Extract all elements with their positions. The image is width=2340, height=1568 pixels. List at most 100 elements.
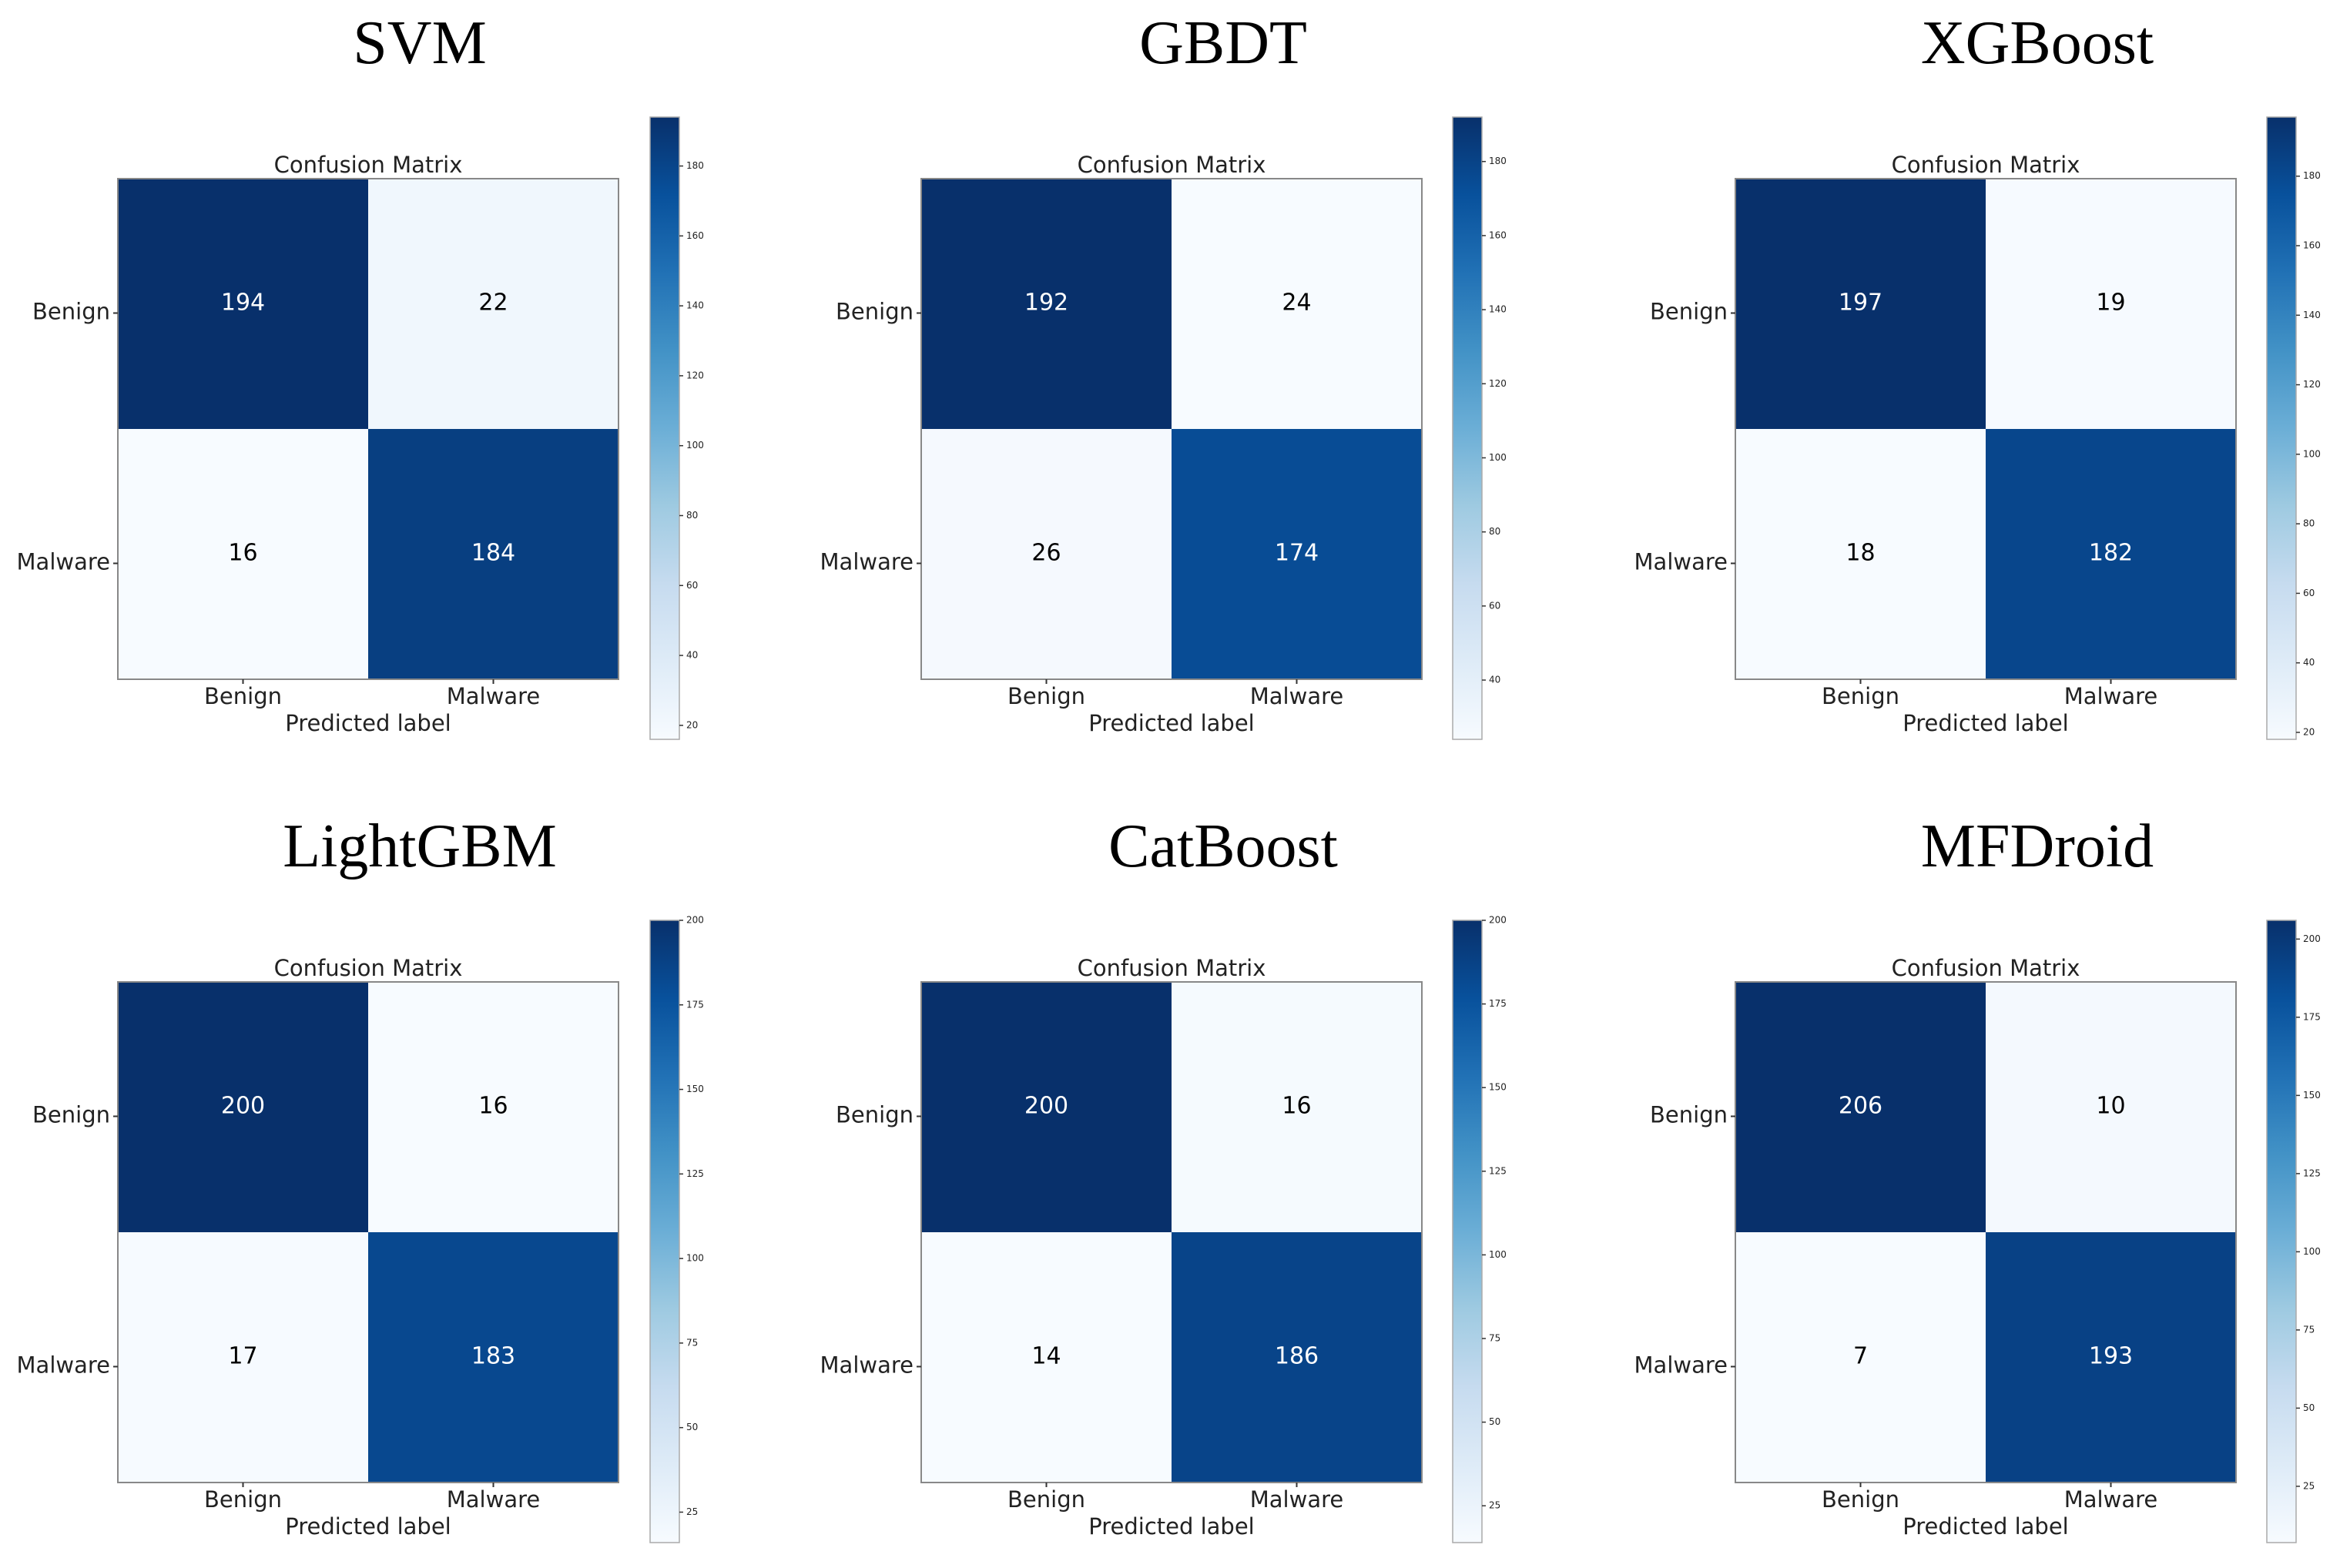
colorbar-tick-label: 125	[686, 1168, 704, 1179]
x-axis-label: Predicted label	[285, 710, 451, 736]
matrix-frame	[920, 981, 1423, 1483]
matrix-frame	[117, 178, 619, 680]
cell-value: 183	[471, 1343, 515, 1370]
heatmap-cell-benign-malware	[1172, 179, 1422, 429]
heatmap-cell-benign-benign	[1735, 982, 1986, 1232]
heatmap-cell-malware-benign	[1735, 429, 1986, 679]
colorbar	[2266, 920, 2297, 1543]
x-axis-label: Predicted label	[1088, 710, 1255, 736]
matrix-title: Confusion Matrix	[274, 955, 463, 981]
matrix-frame	[1735, 981, 2237, 1483]
colorbar-tick-label: 75	[1489, 1333, 1500, 1344]
colorbar-tick-label: 160	[2303, 240, 2321, 251]
heatmap-cell-malware-malware	[368, 1232, 619, 1483]
colorbar-tick-label: 150	[2303, 1090, 2321, 1101]
x-axis-label: Predicted label	[1088, 1513, 1255, 1540]
colorbar-tick-label: 200	[686, 915, 704, 926]
matrix-frame	[920, 178, 1423, 680]
colorbar-tick-label: 150	[1489, 1082, 1507, 1093]
colorbar-tick-label: 100	[1489, 452, 1507, 463]
x-tick-label: Malware	[447, 1486, 540, 1513]
matrix-title: Confusion Matrix	[1892, 955, 2080, 981]
model-title: CatBoost	[1108, 812, 1338, 880]
heatmap-cell-benign-benign	[1735, 179, 1986, 429]
heatmap-cell-benign-malware	[1986, 982, 2236, 1232]
colorbar-tick-label: 175	[1489, 998, 1507, 1009]
matrix-frame	[1735, 178, 2237, 680]
cell-value: 200	[221, 1093, 265, 1120]
matrix-title: Confusion Matrix	[1892, 152, 2080, 178]
cell-value: 16	[478, 1093, 508, 1120]
heatmap-cell-malware-benign	[921, 429, 1172, 679]
cell-value: 184	[471, 540, 515, 567]
colorbar-tick-label: 60	[2303, 588, 2315, 598]
colorbar-tick-label: 25	[686, 1506, 698, 1517]
y-tick-label: Malware	[17, 549, 110, 575]
y-tick-label: Malware	[17, 1352, 110, 1379]
cell-value: 17	[228, 1343, 257, 1370]
y-tick-label: Benign	[836, 1102, 914, 1128]
cell-value: 22	[478, 290, 508, 317]
colorbar-tick-label: 100	[686, 1253, 704, 1264]
colorbar-tick-label: 180	[686, 160, 704, 171]
model-title: LightGBM	[283, 812, 557, 880]
heatmap-cell-benign-malware	[1986, 179, 2236, 429]
confusion-matrix-panel-mfdroid: MFDroid Confusion Matrix 206 10 7 193 Benign Ma…	[1634, 812, 2321, 1543]
cell-value: 16	[228, 540, 257, 567]
colorbar-tick-label: 175	[686, 999, 704, 1010]
confusion-matrix-panel-svm: SVM Confusion Matrix 194 22 16 184 Benign Malwa…	[17, 9, 704, 740]
x-tick-label: Malware	[447, 683, 540, 709]
colorbar-tick-label: 180	[1489, 156, 1507, 166]
x-tick-label: Benign	[1007, 1486, 1085, 1513]
colorbar-tick-label: 100	[1489, 1249, 1507, 1260]
colorbar-tick-label: 25	[2303, 1480, 2315, 1491]
matrix-frame	[117, 981, 619, 1483]
colorbar-tick-label: 100	[686, 440, 704, 451]
colorbar-tick-label: 75	[2303, 1324, 2315, 1335]
cell-value: 7	[1853, 1343, 1868, 1370]
model-title: SVM	[353, 9, 486, 77]
colorbar	[1452, 920, 1483, 1543]
cell-value: 18	[1846, 540, 1875, 567]
colorbar-tick-label: 50	[2303, 1402, 2315, 1413]
colorbar-tick-label: 120	[686, 370, 704, 380]
colorbar-tick-label: 50	[1489, 1416, 1500, 1427]
colorbar-tick-label: 60	[1489, 600, 1500, 611]
colorbar-tick-label: 180	[2303, 170, 2321, 181]
x-tick-label: Malware	[2064, 1486, 2157, 1513]
colorbar-tick-label: 140	[2303, 310, 2321, 320]
x-axis-label: Predicted label	[1903, 710, 2069, 736]
y-tick-label: Benign	[32, 1102, 110, 1128]
confusion-matrix-panel-gbdt: GBDT Confusion Matrix 192 24 26 174 Benign Malw…	[820, 9, 1507, 740]
cell-value: 182	[2089, 540, 2133, 567]
cell-value: 206	[1839, 1093, 1882, 1120]
cell-value: 186	[1275, 1343, 1319, 1370]
x-tick-label: Benign	[1007, 683, 1085, 709]
matrix-title: Confusion Matrix	[1078, 955, 1266, 981]
colorbar-tick-label: 20	[2303, 726, 2315, 737]
colorbar-tick-label: 200	[2303, 933, 2321, 944]
colorbar-tick-label: 60	[686, 580, 698, 591]
heatmap-cell-benign-malware	[1172, 982, 1422, 1232]
y-tick-label: Malware	[1634, 1352, 1728, 1379]
colorbar-tick-label: 40	[1489, 675, 1500, 685]
cell-value: 16	[1282, 1093, 1311, 1120]
x-axis-label: Predicted label	[1903, 1513, 2069, 1540]
colorbar-tick-label: 50	[686, 1422, 698, 1432]
heatmap-cell-malware-malware	[1172, 1232, 1422, 1483]
heatmap-cell-malware-benign	[921, 1232, 1172, 1483]
y-tick-label: Benign	[836, 299, 914, 325]
cell-value: 14	[1031, 1343, 1061, 1370]
colorbar-tick-label: 120	[2303, 379, 2321, 390]
heatmap-cell-malware-malware	[368, 429, 619, 679]
cell-value: 193	[2089, 1343, 2133, 1370]
colorbar-tick-label: 175	[2303, 1011, 2321, 1022]
cell-value: 194	[221, 290, 265, 317]
y-tick-label: Malware	[820, 1352, 914, 1379]
colorbar-tick-label: 80	[686, 510, 698, 521]
x-tick-label: Benign	[1822, 1486, 1899, 1513]
x-tick-label: Benign	[204, 683, 282, 709]
colorbar-tick-label: 200	[1489, 915, 1507, 926]
heatmap-cell-benign-benign	[118, 179, 368, 429]
